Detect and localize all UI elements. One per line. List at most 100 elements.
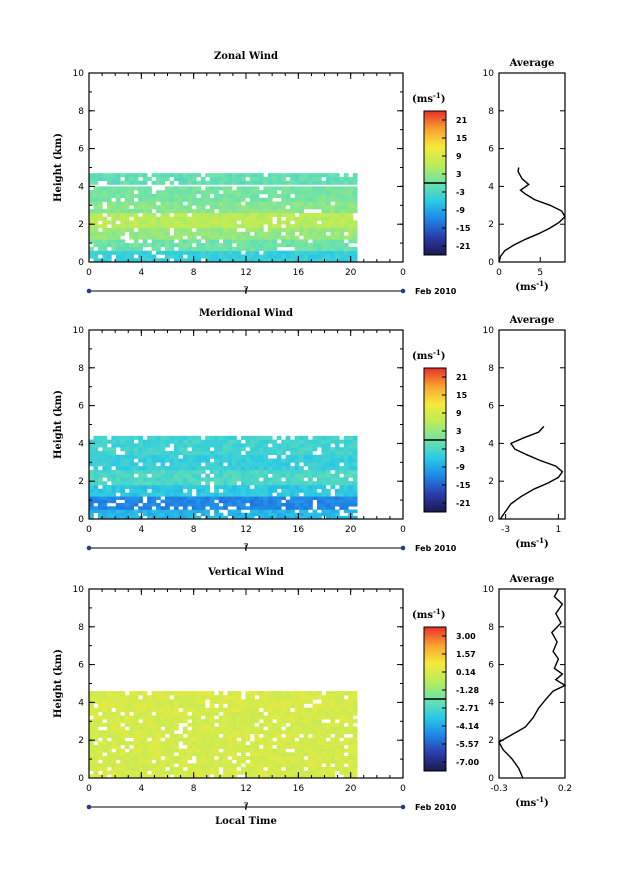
heatmap-cell — [178, 235, 184, 240]
x-axis-label: Local Time — [215, 816, 277, 827]
heatmap-cell — [316, 227, 322, 233]
heatmap-cell — [267, 209, 273, 214]
heatmap-cell — [294, 722, 300, 727]
heatmap-cell — [312, 180, 318, 185]
heatmap-cell — [321, 469, 327, 474]
heatmap-cell — [214, 726, 219, 731]
heatmap-cell — [334, 730, 340, 735]
heatmap-cell — [272, 699, 278, 704]
heatmap-cell — [196, 737, 202, 742]
heatmap-cell — [334, 737, 340, 742]
heatmap-cell — [308, 473, 313, 478]
heatmap-cell — [151, 703, 157, 708]
heatmap-cell — [178, 443, 184, 448]
heatmap-cell — [102, 707, 108, 713]
heatmap-cell — [156, 726, 161, 731]
heatmap-cell — [89, 737, 94, 742]
heatmap-cell — [240, 462, 246, 467]
heatmap-cell — [299, 435, 304, 440]
heatmap-cell — [294, 224, 300, 229]
heatmap-cell — [138, 435, 143, 440]
heatmap-cell — [138, 711, 143, 716]
heatmap-cell — [164, 492, 170, 497]
heatmap-cell — [115, 733, 121, 738]
heatmap-cell — [97, 774, 103, 779]
heatmap-row — [89, 201, 358, 214]
heatmap-cell — [303, 197, 309, 202]
heatmap-cell — [249, 711, 255, 716]
heatmap-cell — [223, 481, 228, 486]
heatmap-cell — [156, 477, 161, 482]
heatmap-cell — [240, 173, 246, 178]
heatmap-cell — [352, 224, 358, 229]
heatmap-cell — [196, 454, 202, 459]
heatmap-cell — [151, 733, 157, 738]
heatmap-cell — [102, 197, 108, 202]
heatmap-cell — [97, 506, 103, 510]
heatmap-cell — [227, 759, 233, 764]
heatmap-cell — [115, 190, 121, 195]
heatmap-cell — [334, 469, 340, 474]
heatmap-cell — [223, 733, 228, 738]
heatmap-cell — [321, 258, 327, 263]
heatmap-cell — [254, 466, 260, 471]
heatmap-cell — [308, 450, 313, 456]
heatmap-cell — [187, 481, 193, 486]
heatmap-cell — [156, 766, 161, 771]
heatmap-cell — [276, 492, 282, 497]
heatmap-cell — [308, 454, 313, 459]
heatmap-cell — [308, 477, 313, 482]
heatmap-cell — [106, 763, 112, 768]
heatmap-cell — [164, 250, 170, 255]
heatmap-cell — [263, 744, 269, 749]
heatmap-cell — [147, 220, 152, 225]
heatmap-cell — [272, 752, 278, 757]
heatmap-cell — [129, 439, 135, 444]
heatmap-cell — [200, 492, 206, 497]
heatmap-cell — [343, 186, 349, 191]
heatmap-cell — [200, 212, 206, 217]
heatmap-cell — [102, 246, 108, 251]
heatmap-cell — [316, 499, 322, 504]
heatmap-cell — [133, 209, 139, 214]
heatmap-cell — [142, 220, 148, 225]
heatmap-cell — [232, 239, 237, 244]
heatmap-cell — [294, 770, 300, 775]
heatmap-cell — [129, 254, 135, 259]
heatmap-cell — [281, 488, 286, 493]
heatmap-cell — [290, 443, 295, 448]
heatmap-cell — [209, 726, 215, 731]
heatmap-cell — [133, 216, 139, 221]
heatmap-cell — [285, 258, 291, 263]
heatmap-cell — [236, 205, 242, 210]
heatmap-cell — [173, 744, 179, 749]
heatmap-cell — [334, 695, 340, 700]
y-tick-label: 6 — [78, 402, 84, 412]
heatmap-cell — [147, 254, 152, 259]
heatmap-cell — [299, 515, 304, 520]
heatmap-cell — [232, 197, 237, 202]
heatmap-cell — [111, 250, 117, 255]
heatmap-cell — [164, 502, 170, 507]
heatmap-cell — [142, 258, 148, 263]
heatmap-cell — [272, 469, 278, 474]
x-tick-label: 16 — [293, 784, 305, 794]
heatmap-cell — [178, 246, 184, 251]
heatmap-cell — [308, 173, 313, 178]
heatmap-cell — [339, 707, 345, 713]
heatmap-cell — [249, 770, 255, 775]
heatmap-cell — [97, 699, 103, 704]
heatmap-cell — [173, 484, 179, 490]
heatmap-cell — [205, 231, 210, 236]
heatmap-cell — [352, 766, 358, 771]
heatmap-cell — [209, 466, 215, 471]
heatmap-cell — [245, 711, 251, 716]
heatmap-cell — [334, 186, 340, 191]
heatmap-cell — [316, 231, 322, 236]
heatmap-cell — [209, 239, 215, 244]
heatmap-cell — [102, 755, 108, 760]
heatmap-cell — [343, 447, 349, 452]
heatmap-cell — [164, 454, 170, 459]
heatmap-cell — [281, 502, 286, 507]
heatmap-cell — [227, 454, 233, 459]
